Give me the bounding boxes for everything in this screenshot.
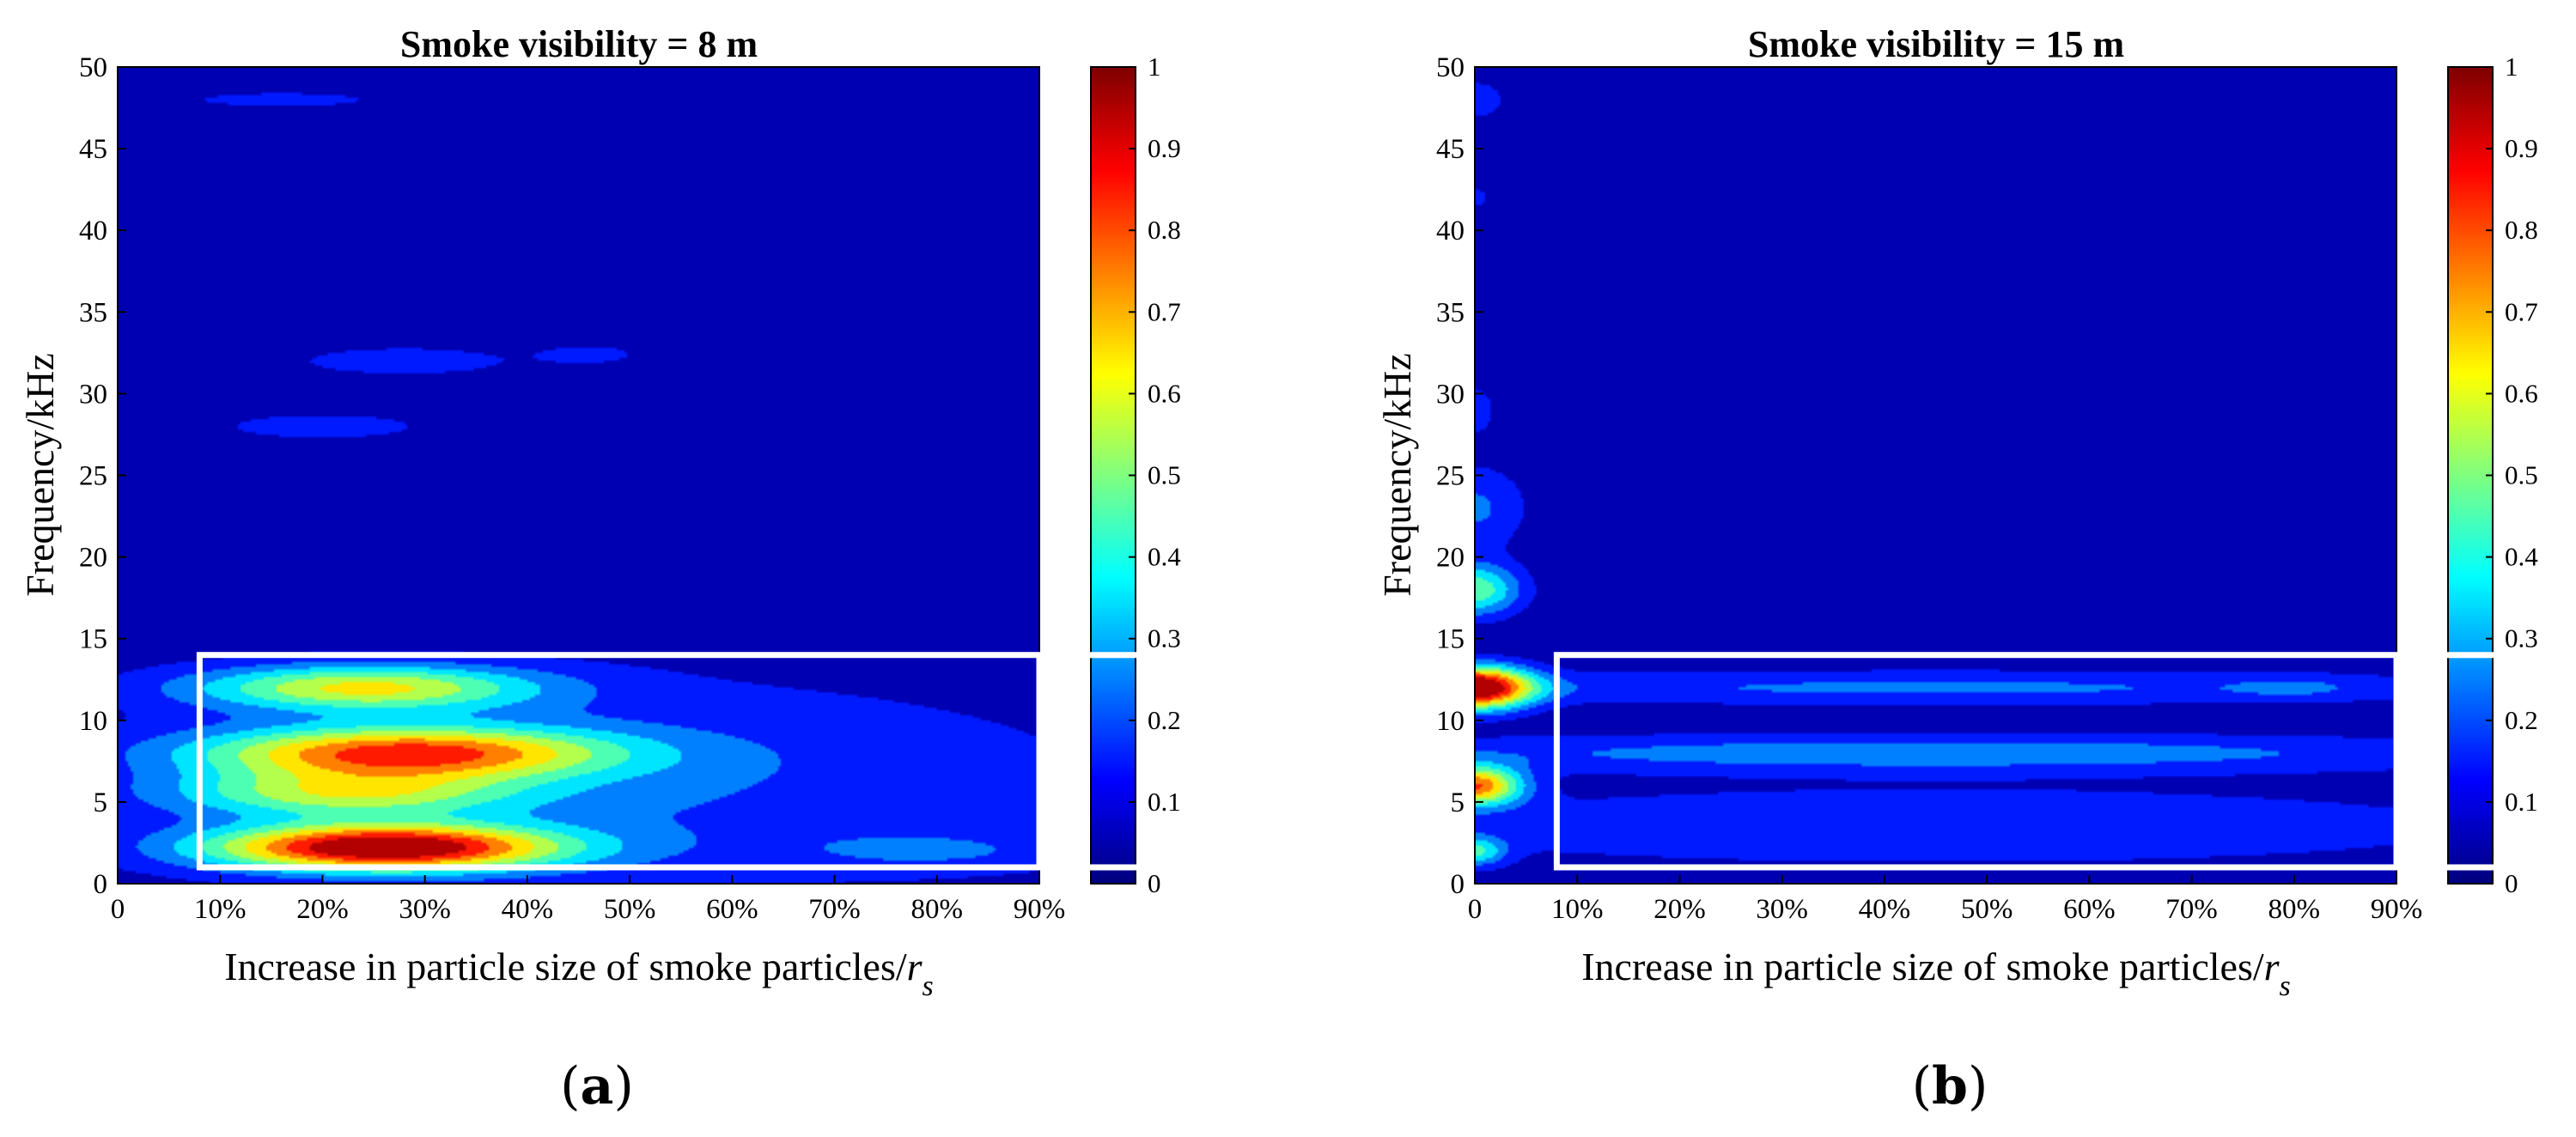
y-tick-label: 10 [79,706,107,737]
colorbar-tick-label: 0.9 [1148,133,1181,163]
panel-a-colorbar-bracket [1086,652,1148,871]
colorbar-tick-label: 1 [2505,52,2518,82]
panel-b-title: Smoke visibility = 15 m [1748,23,2124,65]
panel-b-highlight-box [1553,652,2400,871]
panel-a-label: (a) [560,1056,634,1116]
panel-b-x-axis-label-var: r [2264,945,2281,988]
panel-b-heatmap [1475,67,2396,884]
x-tick-label: 90% [1014,894,1066,925]
y-tick-label: 40 [79,216,107,246]
panel-b-x-axis-label-sub: s [2280,970,2291,1002]
colorbar-tick-label: 0.2 [2505,705,2538,735]
panel-b-x-ticks: 0 10% 20% 30% 40% 50% 60% 70% 80% 90% [1468,875,2423,925]
colorbar-tick-label: 0.7 [1148,296,1181,326]
colorbar-tick-label: 0.9 [2505,133,2538,163]
colorbar-tick-label: 0 [2505,868,2518,898]
panel-a-title: Smoke visibility = 8 m [400,23,758,65]
panel-a-x-axis-label-var: r [907,945,923,988]
y-tick-label: 20 [1436,543,1465,574]
panel-a-x-axis-label-main: Increase in particle size of smoke parti… [224,945,907,988]
panel-b-y-axis-label: Frequency/kHz [1375,353,1419,597]
panel-b-colorbar-bracket [2443,652,2505,871]
x-tick-label: 10% [194,894,247,925]
y-tick-label: 25 [79,461,107,492]
colorbar-tick-label: 0.3 [2505,623,2538,654]
x-tick-label: 20% [1653,894,1706,925]
panel-a-y-ticks: 0 5 10 15 20 25 30 35 40 45 50 [79,52,126,900]
panel-a-y-axis-label: Frequency/kHz [18,353,62,597]
panel-a-heatmap [118,67,1039,884]
x-tick-label: 50% [1961,894,2013,925]
x-tick-label: 60% [2063,894,2116,925]
x-tick-label: 0 [1468,894,1483,925]
x-tick-label: 30% [1756,894,1808,925]
colorbar-tick-label: 0.6 [1148,378,1181,408]
x-tick-label: 50% [604,894,656,925]
x-tick-label: 70% [2165,894,2218,925]
colorbar-tick-label: 0.1 [2505,787,2538,817]
x-tick-label: 80% [2268,894,2321,925]
colorbar-tick-label: 0.4 [1148,542,1181,572]
panel-b-label: (b) [1912,1056,1988,1116]
y-tick-label: 15 [79,624,107,655]
colorbar-tick-label: 0.6 [2505,378,2538,408]
colorbar-tick-label: 0.5 [1148,460,1181,490]
x-tick-label: 20% [296,894,349,925]
colorbar-tick-label: 0.4 [2505,542,2538,572]
colorbar-tick-label: 0.3 [1148,623,1181,654]
x-tick-label: 60% [706,894,758,925]
x-tick-label: 40% [1859,894,1911,925]
x-tick-label: 30% [399,894,451,925]
y-tick-label: 50 [1436,52,1465,83]
panel-a-x-ticks: 0 10% 20% 30% 40% 50% 60% 70% 80% 90% [111,875,1066,925]
y-tick-label: 20 [79,543,107,574]
y-tick-label: 30 [79,379,107,410]
panel-a-colorbar-ticks: 0 0.1 0.2 0.3 0.4 0.5 0.6 0.7 0.8 0.9 1 [1129,52,1181,898]
y-tick-label: 5 [1451,787,1465,818]
x-tick-label: 40% [502,894,554,925]
colorbar-tick-label: 0 [1148,868,1161,898]
panel-b-colorbar [2448,67,2493,884]
panel-a-highlight-box [196,652,1043,871]
panel-b-x-axis-label-main: Increase in particle size of smoke parti… [1581,945,2264,988]
panel-b-y-ticks: 0 5 10 15 20 25 30 35 40 45 50 [1436,52,1483,900]
y-tick-label: 15 [1436,624,1465,655]
colorbar-tick-label: 0.5 [2505,460,2538,490]
y-tick-label: 50 [79,52,107,83]
colorbar-tick-label: 1 [1148,52,1161,82]
x-tick-label: 0 [111,894,125,925]
colorbar-tick-label: 0.8 [1148,215,1181,245]
y-tick-label: 40 [1436,216,1465,246]
x-tick-label: 80% [911,894,964,925]
panel-a: Smoke visibility = 8 m 0 10% 20% 30% 40% 50% 6… [18,23,1181,1116]
x-tick-label: 10% [1551,894,1604,925]
y-tick-label: 35 [79,297,107,328]
y-tick-label: 45 [79,134,107,165]
panel-b-label-letter: b [1932,1056,1968,1116]
panel-b-colorbar-ticks: 0 0.1 0.2 0.3 0.4 0.5 0.6 0.7 0.8 0.9 1 [2486,52,2538,898]
colorbar-tick-label: 0.2 [1148,705,1181,735]
colorbar-tick-label: 0.1 [1148,787,1181,817]
y-tick-label: 45 [1436,134,1465,165]
y-tick-label: 0 [94,869,108,900]
y-tick-label: 30 [1436,379,1465,410]
y-tick-label: 25 [1436,461,1465,492]
panel-a-x-axis-label-sub: s [923,970,934,1002]
panel-a-x-axis-label: Increase in particle size of smoke parti… [224,945,934,1002]
panel-b-x-axis-label: Increase in particle size of smoke parti… [1581,945,2291,1002]
y-tick-label: 0 [1451,869,1465,900]
y-tick-label: 35 [1436,297,1465,328]
colorbar-tick-label: 0.8 [2505,215,2538,245]
x-tick-label: 70% [808,894,861,925]
colorbar-tick-label: 0.7 [2505,296,2538,326]
x-tick-label: 90% [2371,894,2423,925]
panel-a-label-letter: a [581,1056,614,1116]
y-tick-label: 5 [94,787,108,818]
panel-a-colorbar [1091,67,1136,884]
y-tick-label: 10 [1436,706,1465,737]
panel-b: Smoke visibility = 15 m 0 10% 20% 30% 40% 50%… [1375,23,2538,1116]
